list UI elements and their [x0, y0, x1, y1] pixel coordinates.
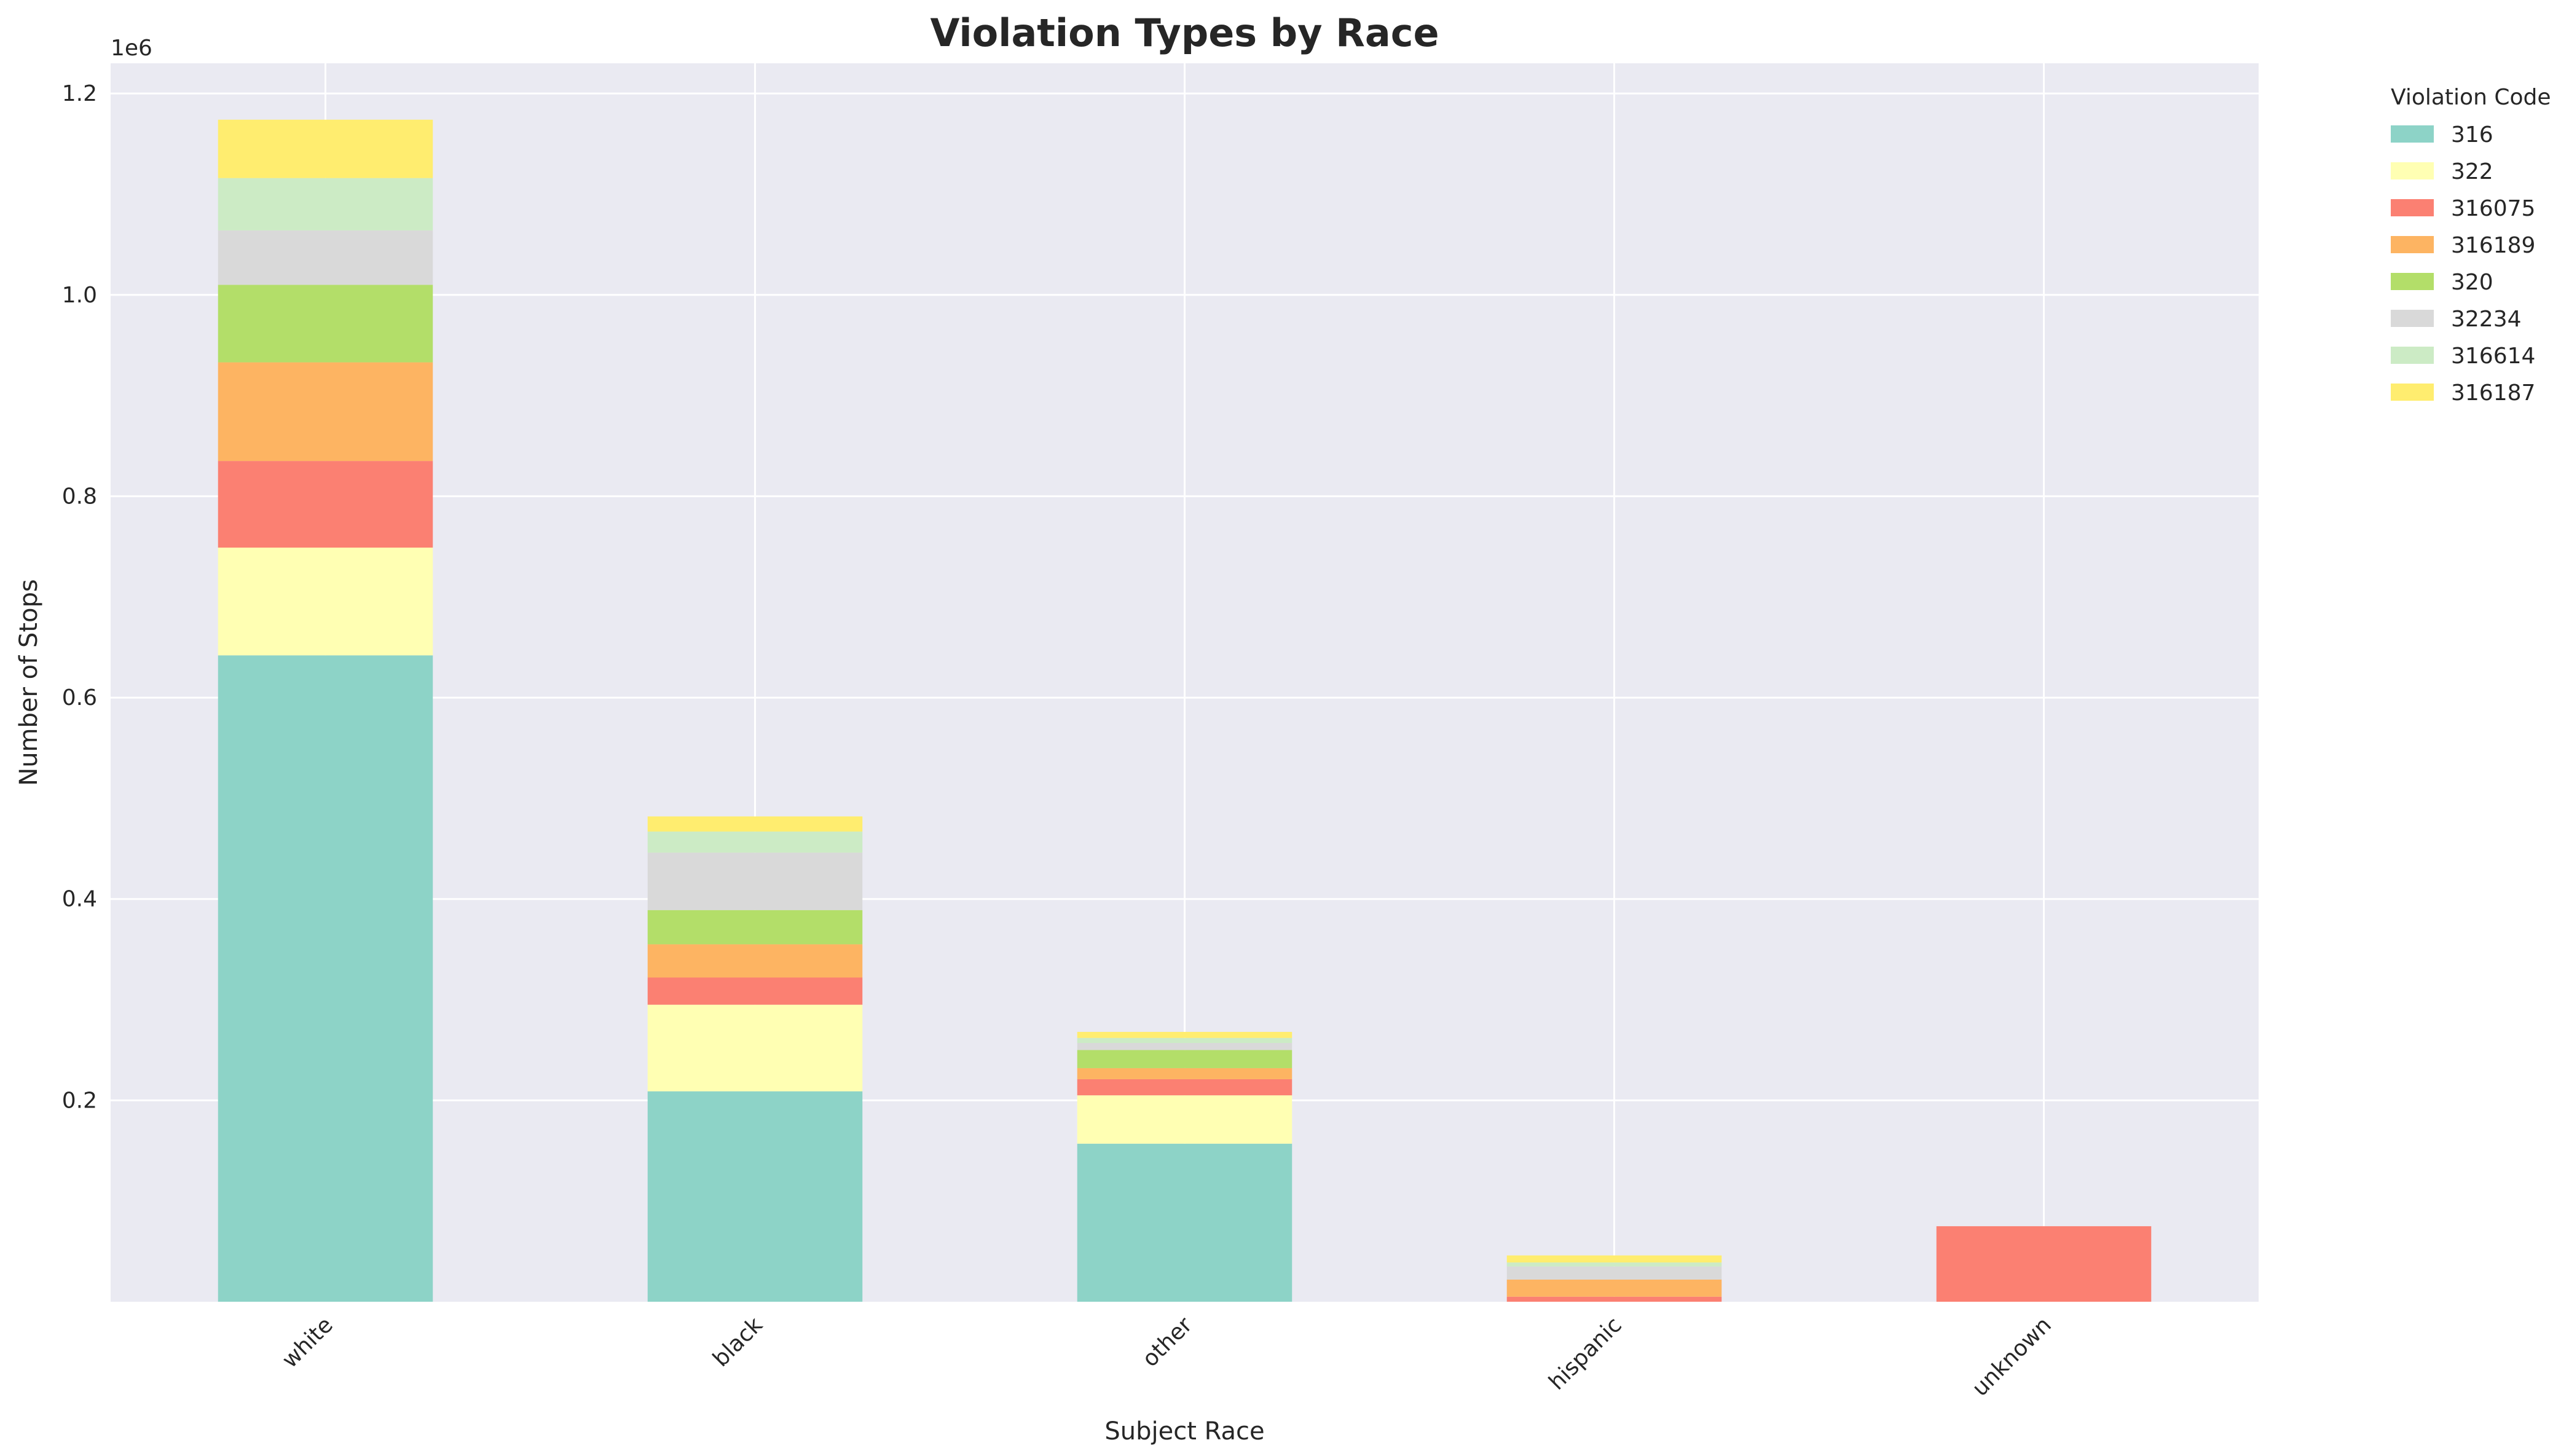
- x-axis-label: Subject Race: [1104, 1417, 1264, 1446]
- legend-swatch-316189: [2391, 236, 2434, 253]
- y-axis-multiplier: 1e6: [111, 36, 152, 61]
- bar-segment-other-316075: [1077, 1079, 1292, 1096]
- legend-swatch-316614: [2391, 347, 2434, 364]
- bar-segment-other-316187: [1077, 1031, 1292, 1038]
- bar-segment-white-320: [218, 285, 433, 363]
- bar-segment-black-316075: [647, 977, 863, 1005]
- legend-swatch-322: [2391, 162, 2434, 179]
- bar-segment-black-316189: [647, 944, 863, 978]
- bar-segment-black-316187: [647, 816, 863, 832]
- y-axis-label: Number of Stops: [15, 579, 43, 785]
- bar-segment-hispanic-316614: [1506, 1262, 1722, 1267]
- legend-swatch-316: [2391, 125, 2434, 143]
- bar-segment-black-322: [647, 1004, 863, 1092]
- legend-title: Violation Code: [2391, 85, 2551, 110]
- bar-segment-other-316614: [1077, 1037, 1292, 1043]
- bar-segment-other-320: [1077, 1050, 1292, 1068]
- bar-segment-other-32234: [1077, 1042, 1292, 1050]
- bar-segment-white-316075: [218, 461, 433, 548]
- legend-label-32234: 32234: [2451, 307, 2522, 332]
- bar-segment-black-316: [647, 1091, 863, 1302]
- bar-segment-black-32234: [647, 852, 863, 910]
- bars: [218, 119, 2152, 1302]
- y-tick-label: 0.2: [62, 1088, 97, 1113]
- bar-segment-white-32234: [218, 230, 433, 285]
- legend-label-320: 320: [2451, 270, 2493, 295]
- y-tick-label: 1.0: [62, 283, 97, 308]
- y-tick-label: 1.2: [62, 81, 97, 106]
- y-tick-label: 0.8: [62, 484, 97, 509]
- legend-label-316187: 316187: [2451, 380, 2535, 406]
- bar-segment-other-316: [1077, 1143, 1292, 1302]
- bar-segment-white-316614: [218, 178, 433, 230]
- legend-label-316075: 316075: [2451, 196, 2535, 221]
- bar-segment-hispanic-316189: [1506, 1279, 1722, 1297]
- legend-label-316614: 316614: [2451, 344, 2535, 369]
- legend-swatch-316075: [2391, 199, 2434, 216]
- y-tick-label: 0.4: [62, 887, 97, 912]
- bar-segment-other-322: [1077, 1095, 1292, 1144]
- bar-segment-white-316189: [218, 362, 433, 462]
- bar-segment-black-320: [647, 910, 863, 945]
- legend-swatch-320: [2391, 273, 2434, 290]
- legend-swatch-32234: [2391, 310, 2434, 327]
- y-tick-label: 0.6: [62, 685, 97, 710]
- legend-swatch-316187: [2391, 384, 2434, 401]
- y-axis-ticks: 0.2 0.4 0.6 0.8 1.0 1.2: [62, 81, 97, 1113]
- chart-title: Violation Types by Race: [930, 10, 1439, 55]
- bar-segment-unknown-316075: [1936, 1226, 2152, 1302]
- bar-segment-hispanic-316187: [1506, 1255, 1722, 1263]
- legend: Violation Code 316 322 316075 316189 320 3223…: [2391, 85, 2551, 406]
- bar-segment-hispanic-316075: [1506, 1296, 1722, 1302]
- bar-segment-other-316189: [1077, 1068, 1292, 1079]
- bar-segment-hispanic-32234: [1506, 1266, 1722, 1280]
- bar-segment-black-316614: [647, 831, 863, 853]
- legend-label-316189: 316189: [2451, 233, 2535, 258]
- bar-segment-white-316187: [218, 119, 433, 178]
- legend-label-316: 316: [2451, 122, 2493, 148]
- bar-segment-white-322: [218, 547, 433, 656]
- legend-label-322: 322: [2451, 159, 2493, 184]
- bar-segment-white-316: [218, 655, 433, 1302]
